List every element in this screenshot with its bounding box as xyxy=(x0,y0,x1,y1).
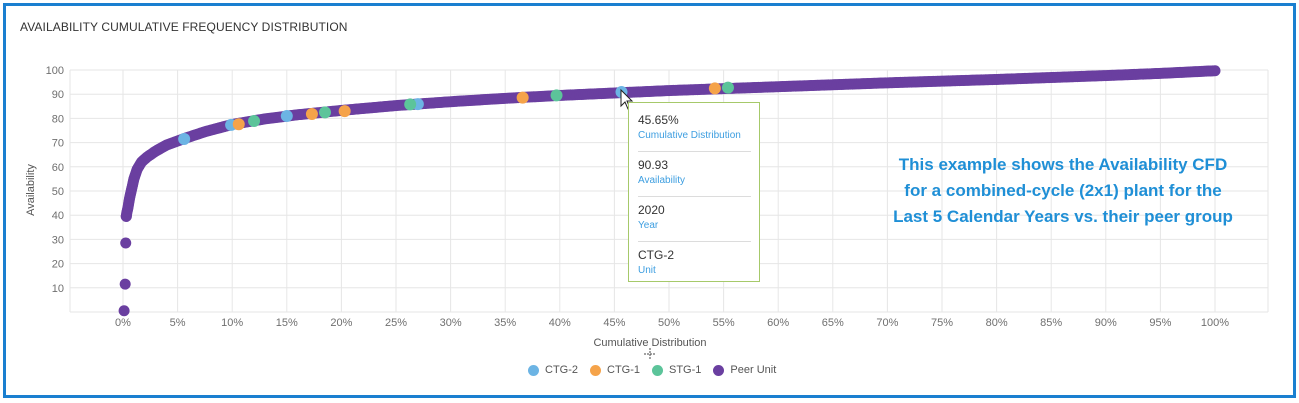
x-tick-label: 45% xyxy=(603,317,625,329)
x-tick-label: 90% xyxy=(1095,317,1117,329)
legend-item-stg1[interactable]: STG-1 xyxy=(652,364,701,376)
x-tick-label: 55% xyxy=(713,317,735,329)
y-tick-label: 40 xyxy=(52,210,64,222)
x-tick-label: 25% xyxy=(385,317,407,329)
y-tick-label: 10 xyxy=(52,283,64,295)
x-tick-label: 40% xyxy=(549,317,571,329)
ctg1-point[interactable] xyxy=(305,108,318,121)
chart-title: AVAILABILITY CUMULATIVE FREQUENCY DISTRI… xyxy=(20,20,348,34)
x-tick-label: 75% xyxy=(931,317,953,329)
legend-label: Peer Unit xyxy=(730,364,777,376)
peer-unit-point[interactable] xyxy=(119,278,131,290)
annotation-line: This example shows the Availability CFD xyxy=(898,155,1228,174)
ctg2-point[interactable] xyxy=(280,109,293,122)
stg1-point[interactable] xyxy=(248,115,261,128)
y-tick-label: 100 xyxy=(46,65,64,77)
x-tick-label: 100% xyxy=(1201,317,1229,329)
legend-label: STG-1 xyxy=(669,364,702,376)
x-tick-label: 70% xyxy=(876,317,898,329)
y-tick-label: 50 xyxy=(52,186,64,198)
tooltip-row-unit: CTG-2 Unit xyxy=(638,242,751,286)
x-tick-label: 50% xyxy=(658,317,680,329)
x-tick-label: 65% xyxy=(822,317,844,329)
stg1-point[interactable] xyxy=(319,106,332,119)
y-tick-label: 90 xyxy=(52,89,64,101)
series-ctg1 xyxy=(232,82,721,131)
stg1-point[interactable] xyxy=(404,98,417,111)
tooltip-label: Unit xyxy=(638,265,656,276)
tooltip-label: Availability xyxy=(638,175,686,186)
ctg1-point[interactable] xyxy=(708,82,721,95)
series-stg1 xyxy=(248,81,734,128)
y-tick-label: 60 xyxy=(52,162,64,174)
tooltip-value: 2020 xyxy=(638,203,665,217)
chart-legend: CTG-2 CTG-1 STG-1 Peer Unit xyxy=(528,362,788,378)
y-axis-label: Availability xyxy=(25,164,37,216)
ctg1-point[interactable] xyxy=(338,105,351,118)
legend-label: CTG-1 xyxy=(607,364,640,376)
legend-item-peer-unit[interactable]: Peer Unit xyxy=(713,364,776,376)
x-tick-label: 80% xyxy=(986,317,1008,329)
legend-marker-icon xyxy=(652,364,663,376)
data-points xyxy=(118,65,1221,317)
x-tick-label: 5% xyxy=(170,317,186,329)
tooltip-label: Cumulative Distribution xyxy=(638,130,741,141)
legend-item-ctg1[interactable]: CTG-1 xyxy=(590,364,640,376)
y-tick-label: 30 xyxy=(52,234,64,246)
x-tick-label: 10% xyxy=(221,317,243,329)
tooltip-row-year: 2020 Year xyxy=(638,197,751,242)
peer-unit-point[interactable] xyxy=(118,305,130,317)
legend-label: CTG-2 xyxy=(545,364,578,376)
tooltip-value: 45.65% xyxy=(638,113,679,127)
x-tick-label: 30% xyxy=(440,317,462,329)
x-tick-label: 60% xyxy=(767,317,789,329)
legend-marker-icon xyxy=(528,364,539,376)
stg1-point[interactable] xyxy=(550,89,563,102)
tooltip-value: 90.93 xyxy=(638,158,669,172)
y-tick-labels: 10 20 30 40 50 60 70 80 90 100 xyxy=(46,65,64,295)
legend-marker-icon xyxy=(590,364,601,376)
y-tick-label: 70 xyxy=(52,138,64,150)
peer-unit-point[interactable] xyxy=(1209,65,1221,77)
peer-unit-point[interactable] xyxy=(120,237,132,249)
legend-marker-icon xyxy=(713,364,725,376)
x-tick-label: 85% xyxy=(1040,317,1062,329)
x-tick-label: 95% xyxy=(1149,317,1171,329)
legend-item-ctg2[interactable]: CTG-2 xyxy=(528,364,578,376)
y-tick-label: 80 xyxy=(52,113,64,125)
x-axis-label: Cumulative Distribution xyxy=(593,337,706,349)
data-point-tooltip: 45.65% Cumulative Distribution 90.93 Ava… xyxy=(628,102,760,282)
x-tick-label: 15% xyxy=(276,317,298,329)
tooltip-row-cumulative: 45.65% Cumulative Distribution xyxy=(638,107,751,152)
ctg1-point[interactable] xyxy=(516,91,529,104)
x-tick-label: 20% xyxy=(330,317,352,329)
stg1-point[interactable] xyxy=(721,81,734,94)
tooltip-value: CTG-2 xyxy=(638,248,674,262)
x-tick-label: 0% xyxy=(115,317,131,329)
annotation-line: for a combined-cycle (2x1) plant for the xyxy=(904,181,1222,200)
crosshair-icon xyxy=(644,348,656,360)
x-tick-labels: 0% 5% 10% 15% 20% 25% 30% 35% 40% 45% 50% 55% 60% 65%… xyxy=(115,317,1229,329)
ctg1-point[interactable] xyxy=(232,118,245,131)
x-tick-label: 35% xyxy=(494,317,516,329)
y-tick-label: 20 xyxy=(52,259,64,271)
tooltip-row-availability: 90.93 Availability xyxy=(638,152,751,197)
tooltip-label: Year xyxy=(638,220,659,231)
ctg2-point[interactable] xyxy=(178,132,191,145)
annotation-text: This example shows the Availability CFD … xyxy=(848,152,1278,230)
annotation-line: Last 5 Calendar Years vs. their peer gro… xyxy=(893,207,1233,226)
